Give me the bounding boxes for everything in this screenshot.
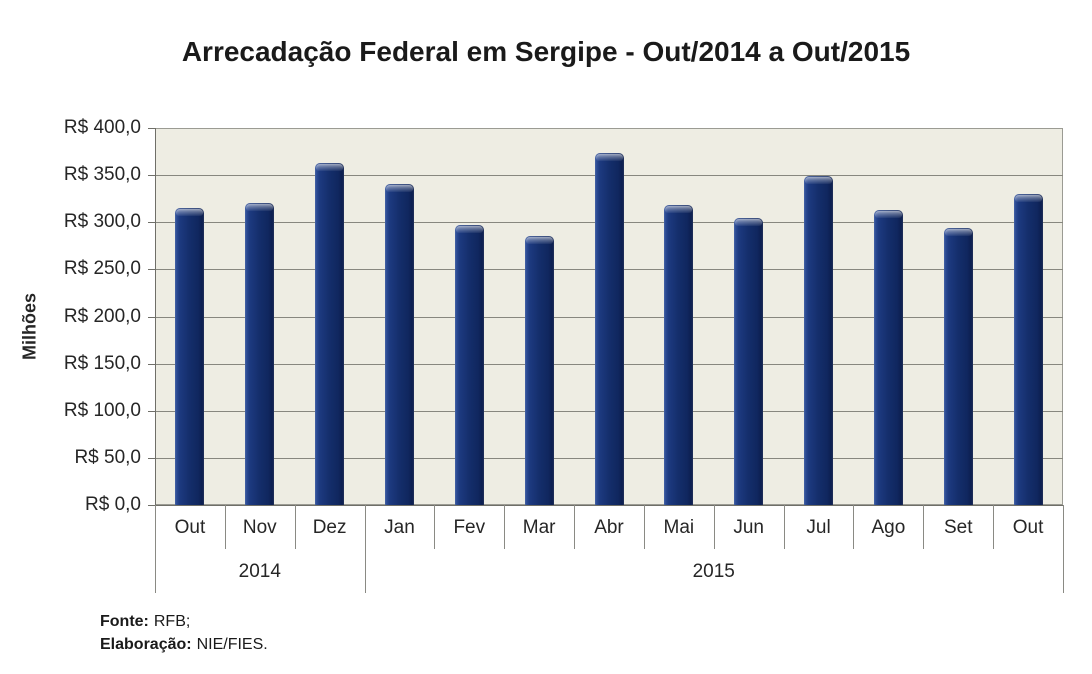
y-tick-label: R$ 300,0	[63, 211, 141, 233]
y-tick-label: R$ 400,0	[63, 117, 141, 138]
x-month-label: Ago	[871, 517, 906, 538]
bar-jan-3	[384, 183, 414, 505]
y-tick-label: R$ 150,0	[63, 352, 141, 374]
month-separator	[993, 505, 995, 549]
bar-set-11	[943, 227, 973, 505]
bar-abr-6	[594, 153, 624, 505]
x-month-label: Mai	[663, 517, 695, 538]
source-line: Fonte: RFB;	[100, 610, 268, 633]
y-tick-label: R$ 100,0	[63, 399, 141, 421]
year-separator	[155, 505, 156, 593]
month-separator	[643, 505, 645, 549]
y-axis-line	[155, 128, 156, 505]
bar-out-12	[1013, 193, 1043, 505]
x-year-label: 2014	[238, 561, 281, 582]
y-axis-tick	[148, 269, 155, 271]
x-year-label: 2015	[692, 561, 735, 582]
bar-nov-1	[245, 203, 275, 505]
y-axis-tick	[148, 128, 155, 129]
elaboration-line: Elaboração: NIE/FIES.	[100, 633, 268, 656]
y-axis-tick	[148, 505, 155, 506]
month-separator	[504, 505, 506, 549]
bar-mai-7	[664, 205, 694, 505]
x-month-label: Nov	[242, 517, 277, 538]
month-separator	[224, 505, 226, 549]
y-tick-label: R$ 0,0	[85, 494, 141, 515]
y-axis-tick	[148, 316, 155, 318]
bar-ago-10	[873, 209, 903, 505]
source-value: RFB;	[153, 613, 191, 630]
y-axis-tick	[148, 457, 155, 459]
bar-jul-9	[804, 176, 834, 505]
y-axis-tick	[148, 363, 155, 365]
bar-dez-2	[315, 162, 345, 505]
bar-out-0	[175, 208, 205, 505]
y-tick-label: R$ 50,0	[74, 446, 141, 468]
month-separator	[853, 505, 855, 549]
month-separator	[574, 505, 576, 549]
y-axis-tick	[148, 175, 155, 177]
month-separator	[783, 505, 785, 549]
y-tick-label: R$ 250,0	[63, 258, 141, 280]
x-month-label: Jan	[384, 517, 415, 538]
chart-title: Arrecadação Federal em Sergipe - Out/201…	[181, 36, 911, 67]
bar-jun-8	[734, 217, 764, 505]
source-label: Fonte:	[100, 613, 149, 630]
x-month-label: Jul	[806, 517, 831, 538]
y-tick-label: R$ 200,0	[63, 305, 141, 327]
x-month-label: Mar	[522, 517, 556, 538]
x-month-label: Out	[1012, 517, 1044, 538]
x-month-label: Set	[943, 517, 973, 538]
year-separator	[364, 505, 366, 593]
x-axis-line	[155, 505, 1064, 506]
month-separator	[294, 505, 296, 549]
month-separator	[713, 505, 715, 549]
elaboration-value: NIE/FIES.	[196, 636, 268, 653]
x-month-label: Jun	[733, 517, 764, 538]
month-separator	[923, 505, 925, 549]
y-axis-tick	[148, 410, 155, 412]
y-tick-label: R$ 350,0	[63, 164, 141, 186]
elaboration-label: Elaboração:	[100, 636, 192, 653]
year-separator	[1063, 505, 1064, 593]
x-month-label: Abr	[594, 517, 624, 538]
x-month-label: Fev	[453, 517, 486, 538]
bar-mar-5	[524, 236, 554, 505]
x-month-label: Out	[174, 517, 206, 538]
bar-fev-4	[454, 225, 484, 505]
month-separator	[434, 505, 436, 549]
chart-footer: Fonte: RFB; Elaboração: NIE/FIES.	[100, 610, 268, 656]
x-month-label: Dez	[312, 517, 347, 538]
y-axis-tick	[148, 222, 155, 224]
